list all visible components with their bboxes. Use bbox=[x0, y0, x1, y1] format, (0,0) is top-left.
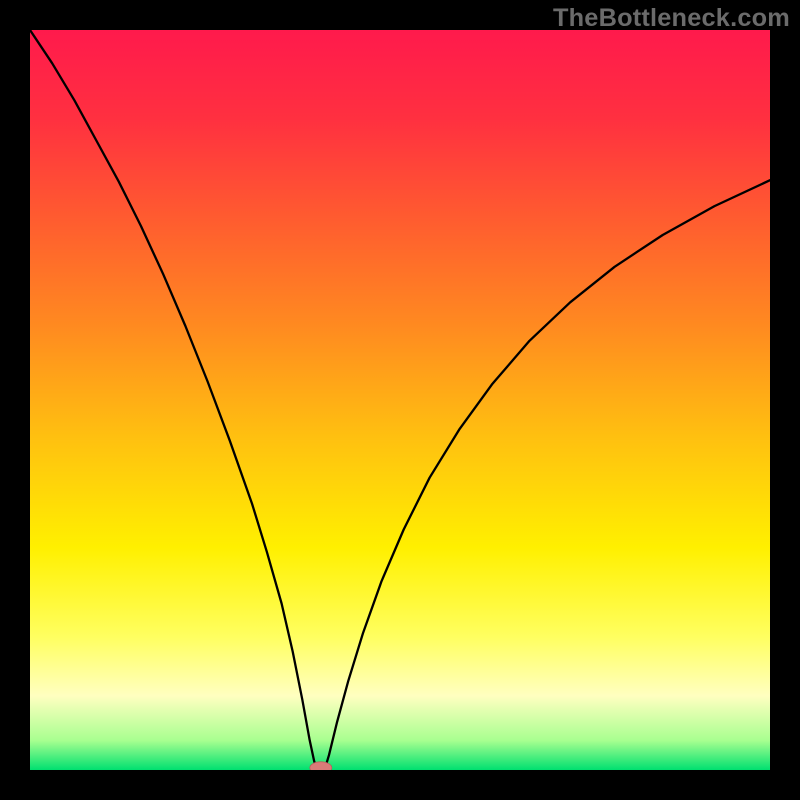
chart-frame: TheBottleneck.com bbox=[0, 0, 800, 800]
plot-svg bbox=[30, 30, 770, 770]
plot-background bbox=[30, 30, 770, 770]
plot-area bbox=[30, 30, 770, 770]
watermark-text: TheBottleneck.com bbox=[553, 4, 790, 33]
